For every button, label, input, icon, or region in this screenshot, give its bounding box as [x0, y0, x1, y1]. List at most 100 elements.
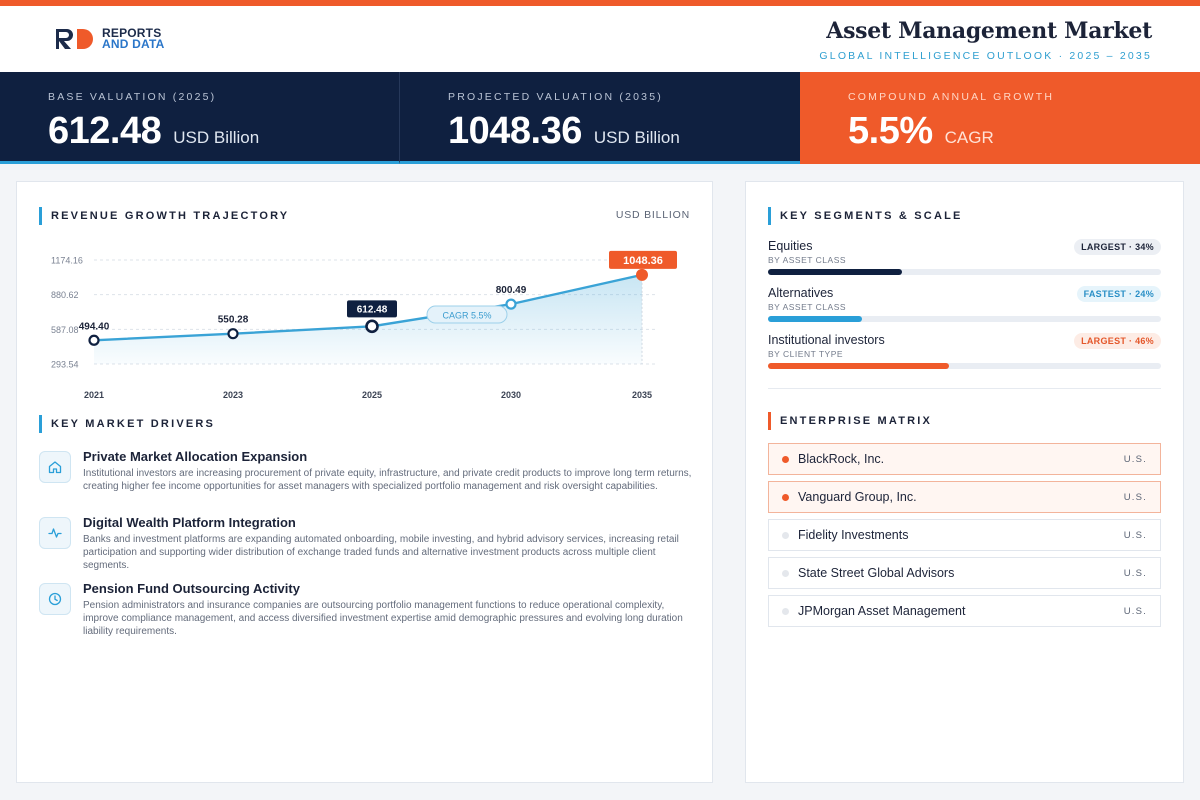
data-point [88, 334, 100, 346]
x-tick-label: 2025 [362, 390, 382, 400]
y-tick-label: 1174.16 [51, 256, 83, 266]
company-name: BlackRock, Inc. [798, 452, 885, 466]
kpi-value: 5.5% [848, 110, 933, 152]
segment-badge: LARGEST · 46% [1074, 333, 1161, 349]
enterprise-matrix: BlackRock, Inc. U.S. Vanguard Group, Inc… [768, 443, 1161, 633]
kpi-label: BASE VALUATION (2025) [48, 91, 217, 103]
data-point [365, 319, 379, 334]
driver-item: Digital Wealth Platform Integration Bank… [39, 513, 694, 579]
cagr-annotation: CAGR 5.5% [426, 305, 508, 324]
data-label: 612.48 [357, 304, 388, 315]
cagr-annotation-label: CAGR 5.5% [442, 310, 491, 320]
company-row[interactable]: JPMorgan Asset Management U.S. [768, 595, 1161, 627]
kpi-value: 1048.36 [448, 110, 582, 152]
driver-title: Digital Wealth Platform Integration [83, 515, 296, 530]
y-tick-label: 587.08 [51, 325, 79, 335]
page-subtitle: GLOBAL INTELLIGENCE OUTLOOK · 2025 – 203… [819, 50, 1152, 62]
revenue-unit-label: USD BILLION [615, 209, 690, 221]
home-icon [39, 451, 71, 483]
kpi-unit: USD Billion [593, 128, 680, 147]
segment-subtitle: BY ASSET CLASS [768, 302, 847, 312]
company-country: U.S. [1123, 454, 1147, 465]
logo-text: REPORTS AND DATA [102, 26, 165, 51]
brand-logo: REPORTS AND DATA [54, 26, 165, 51]
company-row[interactable]: State Street Global Advisors U.S. [768, 557, 1161, 589]
title-block: Asset Management Market GLOBAL INTELLIGE… [819, 18, 1152, 62]
company-country: U.S. [1123, 492, 1147, 503]
kpi-strip: BASE VALUATION (2025) 612.48 USD Billion… [0, 72, 1200, 164]
drivers-section-title: KEY MARKET DRIVERS [39, 415, 215, 433]
bullet-dot-icon [782, 532, 789, 539]
kpi-cagr: COMPOUND ANNUAL GROWTH 5.5% CAGR [800, 72, 1200, 164]
data-label: 1048.36 [623, 255, 663, 267]
logo-mark-icon [56, 29, 93, 49]
data-label: 550.28 [218, 315, 249, 326]
data-label: 800.49 [496, 285, 527, 296]
driver-item: Pension Fund Outsourcing Activity Pensio… [39, 579, 694, 645]
drivers-list: Private Market Allocation Expansion Inst… [39, 447, 694, 645]
segment-badge: LARGEST · 34% [1074, 239, 1161, 255]
company-name: JPMorgan Asset Management [798, 604, 966, 618]
company-country: U.S. [1123, 606, 1147, 617]
left-panel: REVENUE GROWTH TRAJECTORY USD BILLION 29… [16, 181, 713, 783]
bullet-dot-icon [782, 456, 789, 463]
kpi-unit: CAGR [944, 128, 994, 147]
bullet-dot-icon [782, 570, 789, 577]
data-point [227, 328, 239, 340]
logo-line1: REPORTS [102, 26, 162, 40]
y-tick-label: 880.62 [51, 290, 79, 300]
segment-name: Alternatives [768, 286, 834, 300]
company-row[interactable]: Vanguard Group, Inc. U.S. [768, 481, 1161, 513]
kpi-label: COMPOUND ANNUAL GROWTH [848, 91, 1055, 103]
page-header: REPORTS AND DATA Asset Management Market… [0, 6, 1200, 72]
x-tick-label: 2030 [501, 390, 521, 400]
y-tick-label: 293.54 [51, 360, 79, 370]
bullet-dot-icon [782, 608, 789, 615]
data-label-box [347, 300, 397, 318]
segment-bar-track [768, 269, 1161, 275]
data-label-box [609, 250, 677, 269]
segment-bar-track [768, 363, 1161, 369]
kpi-label: PROJECTED VALUATION (2035) [448, 91, 663, 103]
segment-bar-track [768, 316, 1161, 322]
data-label: 494.40 [79, 321, 110, 332]
kpi-unit: USD Billion [173, 128, 260, 147]
segment-bar-fill [768, 269, 902, 275]
revenue-chart: 293.54 587.08 880.62 1174.16 CAGR 5.5% 494.… [51, 250, 677, 400]
clock-icon [39, 583, 71, 615]
data-point [636, 268, 648, 281]
segment-item: Equities BY ASSET CLASS LARGEST · 34% [768, 239, 1161, 286]
kpi-value: 612.48 [48, 110, 162, 152]
kpi-projected-valuation: PROJECTED VALUATION (2035) 1048.36 USD B… [400, 72, 800, 164]
kpi-base-valuation: BASE VALUATION (2025) 612.48 USD Billion [0, 72, 400, 164]
segment-subtitle: BY CLIENT TYPE [768, 349, 844, 359]
segment-item: Alternatives BY ASSET CLASS FASTEST · 24… [768, 286, 1161, 333]
company-row[interactable]: Fidelity Investments U.S. [768, 519, 1161, 551]
driver-title: Pension Fund Outsourcing Activity [83, 581, 300, 596]
top-accent-bar [0, 0, 1200, 6]
driver-title: Private Market Allocation Expansion [83, 449, 308, 464]
right-panel: KEY SEGMENTS & SCALE Equities BY ASSET C… [745, 181, 1184, 783]
bullet-dot-icon [782, 494, 789, 501]
data-point [505, 298, 517, 310]
segment-bar-fill [768, 363, 949, 369]
segment-bar-fill [768, 316, 863, 322]
segment-subtitle: BY ASSET CLASS [768, 255, 847, 265]
segments-section-title: KEY SEGMENTS & SCALE [768, 207, 963, 225]
cagr-pill [426, 305, 508, 324]
segment-name: Equities [768, 239, 813, 253]
segment-badge: FASTEST · 24% [1076, 286, 1161, 302]
revenue-section-title: REVENUE GROWTH TRAJECTORY [39, 207, 289, 225]
driver-description: Banks and investment platforms are expan… [83, 534, 679, 572]
company-name: Vanguard Group, Inc. [798, 490, 917, 504]
x-tick-label: 2035 [632, 390, 652, 400]
company-row[interactable]: BlackRock, Inc. U.S. [768, 443, 1161, 475]
segment-item: Institutional investors BY CLIENT TYPE L… [768, 333, 1161, 380]
logo-line2: AND DATA [102, 37, 165, 51]
driver-description: Institutional investors are increasing p… [83, 468, 692, 493]
company-name: Fidelity Investments [798, 528, 909, 542]
page-title: Asset Management Market [826, 18, 1152, 44]
x-tick-label: 2023 [223, 390, 243, 400]
area-fill [94, 274, 642, 364]
segments-list: Equities BY ASSET CLASS LARGEST · 34% Al… [768, 239, 1161, 380]
